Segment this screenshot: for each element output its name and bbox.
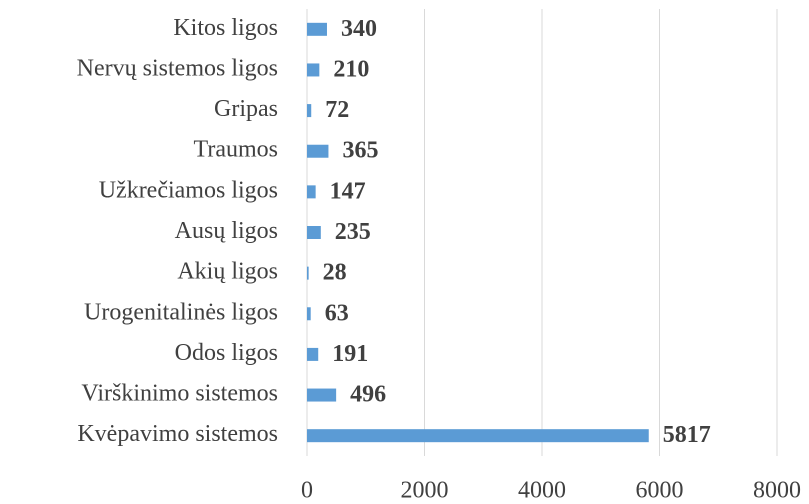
- x-tick-label: 6000: [636, 478, 684, 504]
- y-tick-label: Kitos ligos: [173, 15, 278, 41]
- x-tick-label: 0: [301, 478, 313, 504]
- bar: [307, 63, 320, 77]
- y-tick-label: Traumos: [194, 137, 278, 163]
- x-tick-label: 4000: [518, 478, 566, 504]
- data-label: 340: [341, 16, 377, 42]
- bar: [307, 429, 649, 443]
- data-label: 365: [342, 138, 378, 164]
- data-label: 28: [323, 260, 347, 286]
- y-tick-label: Kvėpavimo sistemos: [77, 421, 278, 447]
- bar: [307, 307, 311, 321]
- bar: [307, 104, 312, 118]
- y-tick-label: Nervų sistemos ligos: [77, 55, 278, 81]
- data-label: 496: [350, 382, 386, 408]
- bar: [307, 226, 321, 239]
- y-tick-label: Užkrečiamos ligos: [99, 177, 278, 203]
- x-tick-label: 2000: [401, 478, 449, 504]
- bar: [307, 347, 319, 361]
- data-label: 72: [325, 97, 349, 123]
- y-tick-label: Akių ligos: [177, 259, 278, 285]
- data-label: 235: [335, 219, 371, 245]
- bar: [307, 266, 309, 280]
- bar: [307, 144, 329, 158]
- y-tick-label: Gripas: [214, 96, 278, 122]
- y-tick-label: Odos ligos: [175, 340, 278, 366]
- data-label: 5817: [663, 422, 711, 448]
- data-label: 210: [333, 56, 369, 82]
- data-label: 63: [325, 300, 349, 326]
- data-label: 147: [330, 178, 366, 204]
- y-tick-label: Ausų ligos: [175, 218, 278, 244]
- y-tick-label: Urogenitalinės ligos: [84, 299, 278, 325]
- x-tick-label: 8000: [753, 478, 801, 504]
- y-tick-label: Virškinimo sistemos: [81, 381, 278, 407]
- data-label: 191: [332, 341, 368, 367]
- bar: [307, 185, 316, 199]
- bar: [307, 388, 337, 402]
- bar: [307, 22, 327, 36]
